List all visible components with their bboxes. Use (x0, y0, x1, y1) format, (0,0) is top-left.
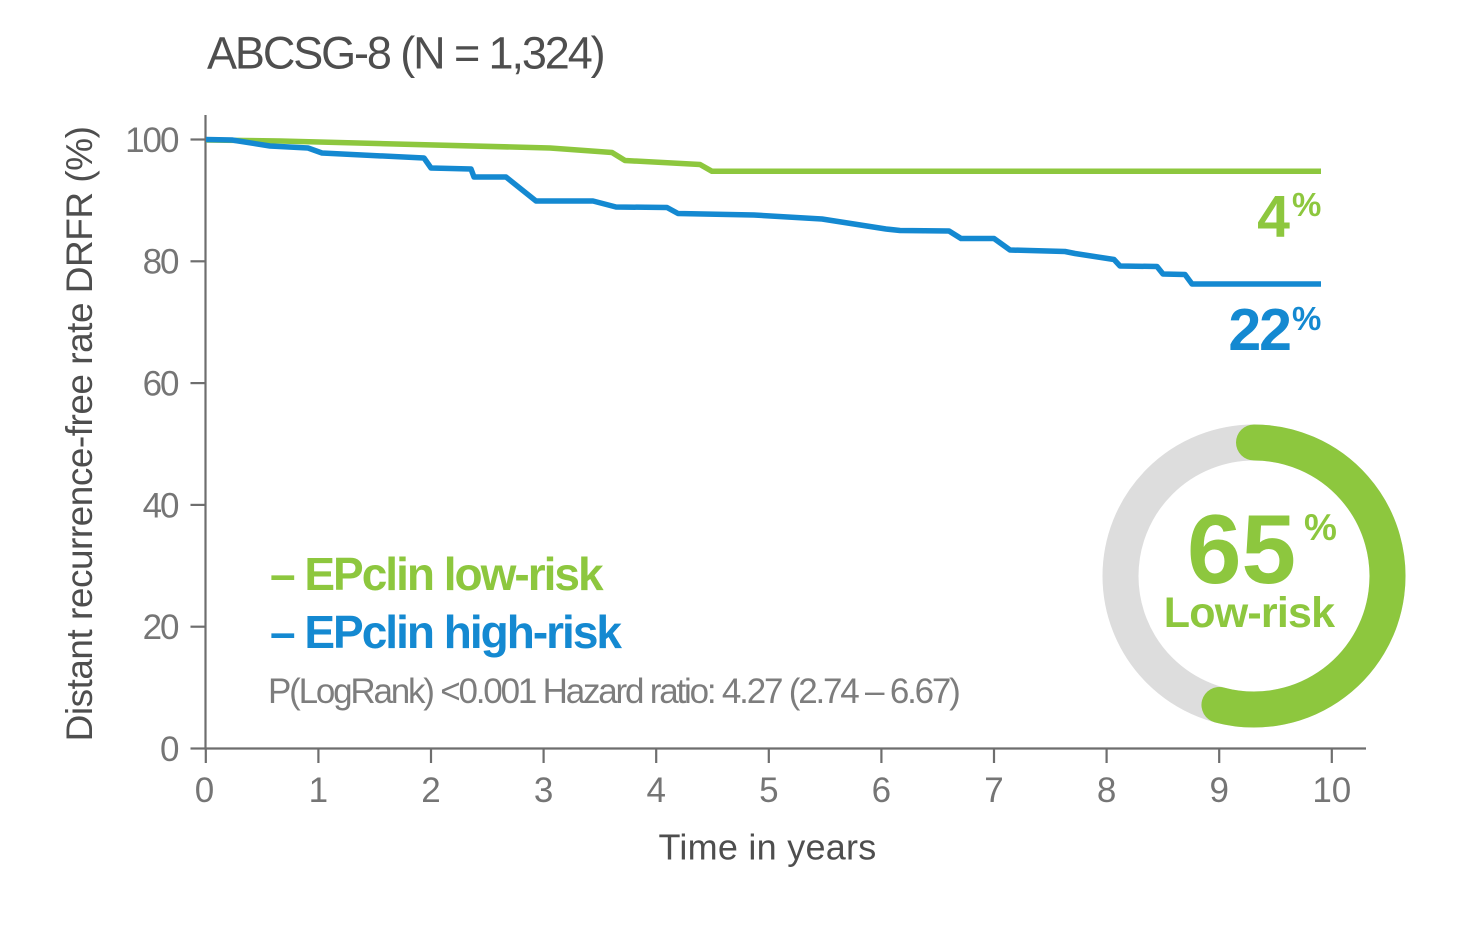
svg-text:4: 4 (646, 771, 665, 810)
svg-text:40: 40 (143, 486, 179, 525)
svg-text:Low-risk: Low-risk (1164, 589, 1335, 637)
svg-text:100: 100 (125, 121, 179, 160)
svg-text:%: % (1292, 186, 1321, 223)
svg-text:9: 9 (1209, 771, 1228, 810)
svg-text:60: 60 (143, 365, 179, 404)
svg-text:20: 20 (143, 608, 179, 647)
svg-text:2: 2 (421, 771, 440, 810)
svg-text:3: 3 (534, 771, 553, 810)
svg-text:ABCSG-8 (N = 1,324): ABCSG-8 (N = 1,324) (207, 28, 604, 79)
svg-text:1: 1 (309, 771, 328, 810)
svg-text:Time in years: Time in years (659, 827, 877, 868)
svg-text:65: 65 (1187, 494, 1296, 604)
svg-text:Distant recurrence-free rate D: Distant recurrence-free rate DRFR (%) (59, 127, 100, 742)
svg-text:– EPclin low-risk: – EPclin low-risk (270, 548, 604, 600)
svg-text:– EPclin high-risk: – EPclin high-risk (270, 606, 622, 658)
svg-text:6: 6 (872, 771, 891, 810)
svg-text:80: 80 (143, 243, 179, 282)
svg-text:%: % (1304, 507, 1337, 548)
svg-text:5: 5 (759, 771, 778, 810)
svg-text:0: 0 (160, 730, 179, 769)
svg-text:0: 0 (195, 771, 214, 810)
svg-text:7: 7 (984, 771, 1003, 810)
svg-text:4: 4 (1257, 184, 1290, 250)
svg-text:%: % (1292, 300, 1321, 337)
svg-text:10: 10 (1312, 771, 1351, 810)
svg-text:P(LogRank) <0.001 Hazard ratio: P(LogRank) <0.001 Hazard ratio: 4.27 (2.… (268, 672, 959, 711)
svg-text:8: 8 (1097, 771, 1116, 810)
svg-text:22: 22 (1228, 297, 1290, 363)
